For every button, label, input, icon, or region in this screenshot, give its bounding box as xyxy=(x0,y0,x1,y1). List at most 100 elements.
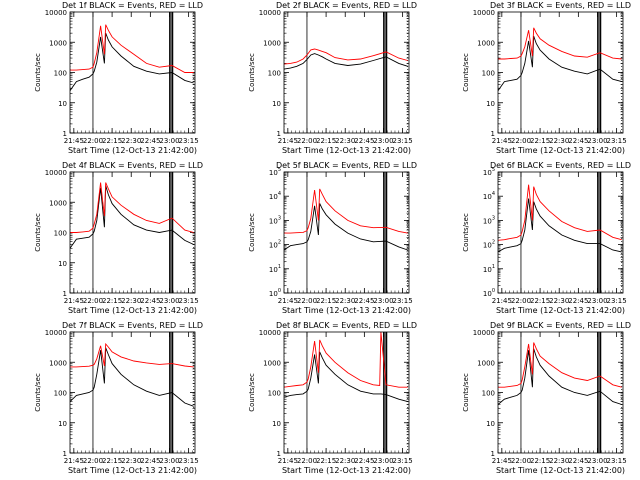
y-tick-label: 10 xyxy=(486,420,495,428)
y-tick-label: 102 xyxy=(483,240,495,250)
y-tick-label: 102 xyxy=(269,240,281,250)
x-tick-label: 22:15 xyxy=(530,137,550,145)
y-tick-label: 1000 xyxy=(477,359,495,367)
vertical-markers xyxy=(498,172,623,293)
vertical-markers xyxy=(284,172,409,293)
y-tick-label: 10000 xyxy=(473,9,495,17)
y-tick-label: 1 xyxy=(63,450,67,458)
x-tick-label: 22:15 xyxy=(316,457,336,465)
panel-title: Det 7f BLACK = Events, RED = LLD xyxy=(62,321,203,330)
y-tick-exponent: 1 xyxy=(492,264,495,270)
y-tick-label: 100 xyxy=(54,390,67,398)
x-tick-label: 23:00 xyxy=(159,297,179,305)
x-axis-label: Start Time (12-Oct-13 21:42:00) xyxy=(68,146,197,155)
series-line-events xyxy=(284,351,408,403)
y-tick-label: 103 xyxy=(269,215,281,225)
y-ticks: 1 10 100 1000 10000 xyxy=(259,9,409,138)
plot-frame xyxy=(69,331,196,454)
y-tick-label: 1 xyxy=(491,450,495,458)
panel-det-9: Det 9f BLACK = Events, RED = LLD Counts/s… xyxy=(462,321,631,475)
y-axis-label: Counts/sec xyxy=(248,213,256,252)
y-tick-label: 10000 xyxy=(45,329,67,337)
series-line-lld xyxy=(70,182,194,233)
x-tick-label: 21:45 xyxy=(492,137,512,145)
panel-title: Det 4f BLACK = Events, RED = LLD xyxy=(62,161,203,170)
x-axis-label: Start Time (12-Oct-13 21:42:00) xyxy=(496,146,625,155)
x-axis-label: Start Time (12-Oct-13 21:42:00) xyxy=(68,306,197,315)
x-axis-label: Start Time (12-Oct-13 21:42:00) xyxy=(496,306,625,315)
panel-title: Det 8f BLACK = Events, RED = LLD xyxy=(276,321,417,330)
y-tick-label: 10000 xyxy=(473,329,495,337)
x-axis-label: Start Time (12-Oct-13 21:42:00) xyxy=(282,306,411,315)
x-tick-label: 22:45 xyxy=(140,137,160,145)
y-tick-label: 10 xyxy=(272,420,281,428)
x-tick-label: 22:15 xyxy=(316,297,336,305)
y-tick-exponent: 0 xyxy=(492,288,495,294)
x-tick-label: 22:30 xyxy=(549,457,569,465)
y-tick-exponent: 3 xyxy=(492,215,495,221)
plot-frame xyxy=(283,171,410,294)
x-tick-label: 21:45 xyxy=(278,137,298,145)
x-tick-label: 22:15 xyxy=(102,137,122,145)
y-tick-label: 10 xyxy=(486,100,495,108)
x-tick-label: 22:30 xyxy=(549,297,569,305)
x-tick-label: 22:00 xyxy=(83,457,103,465)
x-tick-label: 22:45 xyxy=(354,297,374,305)
x-tick-label: 23:15 xyxy=(179,457,199,465)
series-line-events xyxy=(498,348,622,405)
panel-det-5: Det 5f BLACK = Events, RED = LLD Counts/s… xyxy=(248,161,417,315)
series-line-events xyxy=(70,347,194,407)
y-ticks: 1 10 100 1000 10000 xyxy=(473,9,623,138)
y-axis-label: Counts/sec xyxy=(248,373,256,412)
y-tick-exponent: 2 xyxy=(492,240,495,246)
panel-det-8: Det 8f BLACK = Events, RED = LLD Counts/s… xyxy=(248,321,417,475)
panel-det-3: Det 3f BLACK = Events, RED = LLD Counts/s… xyxy=(462,1,631,155)
vertical-markers xyxy=(70,172,195,293)
y-axis-label: Counts/sec xyxy=(462,373,470,412)
panel-det-2: Det 2f BLACK = Events, RED = LLD Counts/s… xyxy=(248,1,417,155)
panel-det-4: Det 4f BLACK = Events, RED = LLD Counts/s… xyxy=(34,161,203,315)
series-line-events xyxy=(498,35,622,91)
y-tick-label: 10 xyxy=(272,100,281,108)
y-tick-label: 10 xyxy=(58,260,67,268)
y-tick-label: 1000 xyxy=(263,359,281,367)
y-tick-exponent: 5 xyxy=(492,167,495,173)
y-axis-label: Counts/sec xyxy=(34,373,42,412)
panel-det-1: Det 1f BLACK = Events, RED = LLD Counts/s… xyxy=(34,1,203,155)
x-tick-label: 23:15 xyxy=(607,137,627,145)
plot-frame xyxy=(497,11,624,134)
series-line-events xyxy=(284,203,408,251)
x-tick-label: 22:45 xyxy=(354,457,374,465)
y-tick-label: 101 xyxy=(269,264,281,274)
series-line-lld xyxy=(284,332,408,388)
y-tick-label: 1 xyxy=(63,290,67,298)
x-tick-label: 23:15 xyxy=(179,137,199,145)
x-tick-label: 21:45 xyxy=(278,457,298,465)
y-tick-label: 100 xyxy=(482,70,495,78)
x-tick-label: 22:15 xyxy=(530,297,550,305)
plot-frame xyxy=(283,11,410,134)
y-tick-exponent: 4 xyxy=(278,191,281,197)
y-tick-label: 100 xyxy=(268,70,281,78)
x-tick-label: 22:45 xyxy=(140,457,160,465)
x-tick-label: 23:15 xyxy=(179,297,199,305)
x-tick-label: 23:15 xyxy=(607,457,627,465)
vertical-markers xyxy=(498,12,623,133)
x-tick-label: 21:45 xyxy=(64,297,84,305)
y-tick-label: 1000 xyxy=(49,199,67,207)
x-tick-label: 23:00 xyxy=(159,457,179,465)
x-tick-label: 22:00 xyxy=(511,137,531,145)
panel-title: Det 9f BLACK = Events, RED = LLD xyxy=(490,321,631,330)
x-axis-label: Start Time (12-Oct-13 21:42:00) xyxy=(496,466,625,475)
x-tick-label: 22:30 xyxy=(335,137,355,145)
vertical-markers xyxy=(284,332,409,453)
plot-frame xyxy=(497,331,624,454)
plot-frame xyxy=(283,331,410,454)
y-tick-exponent: 1 xyxy=(278,264,281,270)
x-tick-label: 22:15 xyxy=(316,137,336,145)
x-tick-label: 22:30 xyxy=(121,457,141,465)
